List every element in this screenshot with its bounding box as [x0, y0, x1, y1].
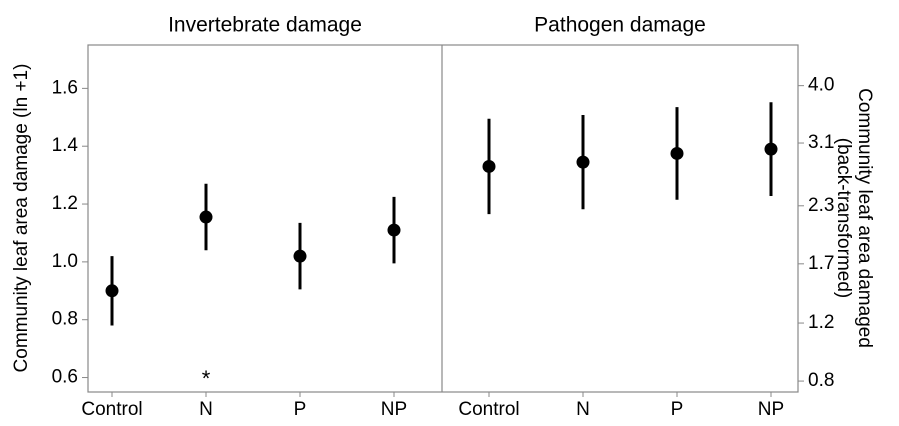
x-tick-label: Control — [458, 399, 519, 420]
y2-axis-label: Community leaf area damaged — [854, 88, 875, 348]
x-tick-label: P — [294, 399, 307, 420]
y2-tick-label: 4.0 — [808, 75, 834, 96]
point — [764, 142, 778, 156]
y2-tick-label: 3.1 — [808, 132, 834, 153]
y-tick-label: 0.8 — [52, 309, 78, 330]
y2-tick-label: 1.2 — [808, 312, 834, 333]
annotation: * — [202, 366, 211, 391]
x-tick-label: P — [671, 399, 684, 420]
y2-tick-label: 2.3 — [808, 195, 834, 216]
point — [670, 146, 684, 160]
panel-title: Pathogen damage — [534, 14, 706, 37]
point — [387, 223, 401, 237]
point — [199, 210, 213, 224]
x-tick-label: N — [576, 399, 590, 420]
y-tick-label: 0.6 — [52, 367, 78, 388]
point — [293, 249, 307, 263]
y2-tick-label: 0.8 — [808, 370, 834, 391]
y-axis-label: Community leaf area damage (ln +1) — [11, 64, 32, 373]
panel-title: Invertebrate damage — [168, 14, 362, 37]
x-tick-label: Control — [81, 399, 142, 420]
x-tick-label: N — [199, 399, 213, 420]
point — [482, 159, 496, 173]
y-tick-label: 1.4 — [52, 135, 79, 156]
x-tick-label: NP — [758, 399, 784, 420]
y2-axis-label: (back-transformed) — [833, 138, 854, 299]
y2-tick-label: 1.7 — [808, 253, 834, 274]
point — [576, 155, 590, 169]
y-tick-label: 1.6 — [52, 77, 78, 98]
point — [105, 284, 119, 298]
y-tick-label: 1.0 — [52, 251, 78, 272]
plot-frame — [87, 44, 799, 393]
x-tick-label: NP — [381, 399, 407, 420]
y-tick-label: 1.2 — [52, 193, 78, 214]
